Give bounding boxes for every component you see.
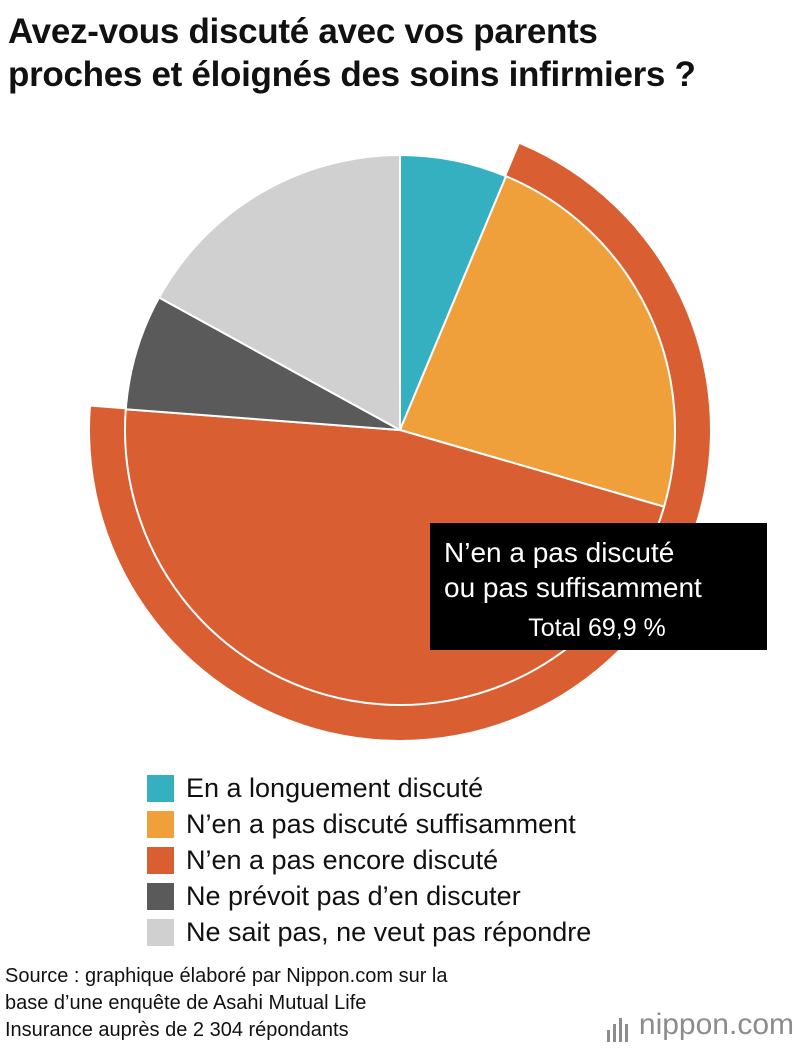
brand-name: nippon [638,1008,729,1041]
pie-slices [124,154,676,706]
total-callout-box [430,523,767,650]
legend-swatch [147,774,174,802]
chart-title-line-1: Avez-vous discuté avec vos parents [8,12,598,51]
total-callout-line-2: ou pas suffisamment [444,572,702,603]
legend-item: N’en a pas discuté suffisamment [147,806,591,842]
chart-title-line-2: proches et éloignés des soins infirmiers… [8,55,696,94]
legend-label: Ne sait pas, ne veut pas répondre [186,917,592,947]
legend-swatch [147,882,174,910]
total-callout-line-1: N’en a pas discuté [444,537,674,568]
pie-slice [158,154,401,431]
legend-label: En a longuement discuté [186,773,484,803]
legend-item: Ne prévoit pas d’en discuter [147,878,591,914]
legend-label: N’en a pas discuté suffisamment [186,809,576,839]
legend-swatch [147,846,174,874]
legend: En a longuement discuté N’en a pas discu… [147,770,591,950]
brand-suffix: .com [728,1008,794,1041]
total-callout-total: Total 69,9 % [528,614,666,642]
source-line-2: base d’une enquête de Asahi Mutual Life [5,992,367,1014]
total-callout: N’en a pas discuté ou pas suffisamment T… [430,523,767,650]
source-note: Source : graphique élaboré par Nippon.co… [5,963,585,1044]
legend-label: Ne prévoit pas d’en discuter [186,881,521,911]
source-line-1: Source : graphique élaboré par Nippon.co… [5,965,448,987]
legend-label: N’en a pas encore discuté [186,845,499,875]
source-line-3: Insurance auprès de 2 304 répondants [5,1019,349,1041]
legend-item: En a longuement discuté [147,770,591,806]
pie-slice [399,175,676,508]
pie-chart: N’en a pas discuté ou pas suffisamment T… [89,143,767,740]
legend-item: Ne sait pas, ne veut pas répondre [147,914,591,950]
legend-swatch [147,918,174,946]
pie-slice [124,296,401,431]
legend-swatch [147,810,174,838]
legend-item: N’en a pas encore discuté [147,842,591,878]
brand-logo: nippon .com [606,1008,794,1042]
brand-bars-icon [606,1016,631,1042]
chart-title: Avez-vous discuté avec vos parents proch… [8,10,798,96]
